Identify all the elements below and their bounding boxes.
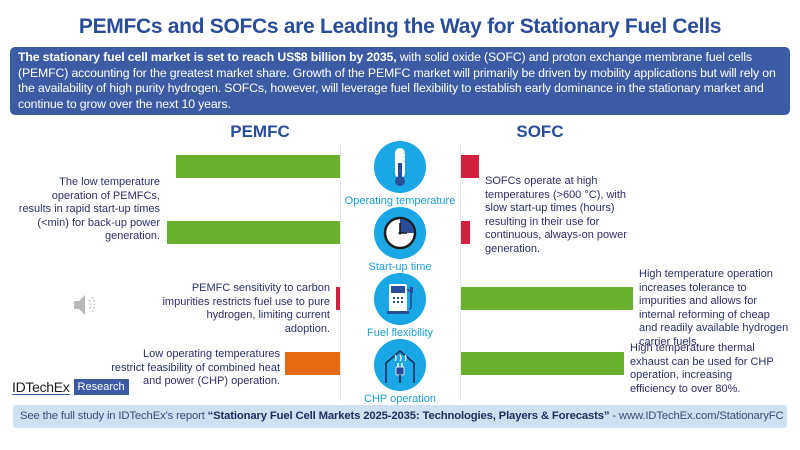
pemfc-bar-startup-time bbox=[167, 221, 340, 244]
feature-startup-time: Start-up time bbox=[340, 207, 460, 273]
sofc-bar-fuel-flexibility bbox=[461, 287, 633, 310]
intro-highlight: The stationary fuel cell market is set t… bbox=[18, 50, 397, 64]
idtechex-logo: IDTechEx Research bbox=[12, 379, 129, 395]
footer-report-title: “Stationary Fuel Cell Markets 2025-2035:… bbox=[207, 410, 610, 422]
footer-report-link[interactable]: See the full study in IDTechEx's report … bbox=[13, 405, 787, 428]
sofc-desc-chp: High temperature thermal exhaust can be … bbox=[630, 342, 774, 395]
left-divider bbox=[340, 143, 341, 401]
pemfc-desc-chp: Low operating temperatures restrict feas… bbox=[111, 348, 280, 387]
intro-box: The stationary fuel cell market is set t… bbox=[10, 47, 790, 115]
pemfc-desc-temp-startup: The low temperature operation of PEMFCs,… bbox=[18, 176, 160, 242]
feature-chp-operation: CHP operation bbox=[340, 339, 460, 405]
clock-icon bbox=[374, 207, 426, 259]
intro-text: with solid oxide (SOFC) and proton excha… bbox=[18, 50, 776, 111]
sofc-bar-startup-time bbox=[461, 221, 470, 244]
sofc-desc-fuel: High temperature operation increases tol… bbox=[639, 268, 789, 348]
feature-operating-temperature: Operating temperature bbox=[340, 141, 460, 207]
feature-fuel-flexibility: Fuel flexibility bbox=[340, 273, 460, 339]
logo-research-tag: Research bbox=[73, 379, 129, 395]
sofc-desc-temp-startup: SOFCs operate at high temperatures (>600… bbox=[485, 175, 627, 255]
sofc-bar-chp-operation bbox=[461, 352, 624, 375]
thermometer-icon bbox=[374, 141, 426, 193]
sofc-bar-operating-temperature bbox=[461, 155, 479, 178]
pemfc-bar-operating-temperature bbox=[176, 155, 340, 178]
page-title: PEMFCs and SOFCs are Leading the Way for… bbox=[78, 15, 722, 38]
pemfc-bar-chp-operation bbox=[285, 352, 340, 375]
feature-label: CHP operation bbox=[364, 393, 436, 405]
feature-label: Fuel flexibility bbox=[366, 327, 434, 339]
pemfc-column-heading: PEMFC bbox=[230, 122, 290, 141]
fuel-pump-icon bbox=[374, 273, 426, 325]
speaker-icon[interactable] bbox=[70, 290, 100, 320]
feature-label: Start-up time bbox=[368, 261, 432, 273]
logo-brand: IDTechEx bbox=[12, 378, 70, 395]
footer-url: - www.IDTechEx.com/StationaryFC bbox=[609, 410, 784, 422]
feature-label: Operating temperature bbox=[344, 195, 456, 207]
pemfc-bar-fuel-flexibility bbox=[336, 287, 340, 310]
pemfc-desc-fuel: PEMFC sensitivity to carbon impurities r… bbox=[162, 282, 330, 335]
house-plug-icon bbox=[374, 339, 426, 391]
right-divider bbox=[460, 143, 461, 401]
sofc-column-heading: SOFC bbox=[516, 122, 564, 141]
footer-prefix: See the full study in IDTechEx's report bbox=[20, 410, 208, 422]
